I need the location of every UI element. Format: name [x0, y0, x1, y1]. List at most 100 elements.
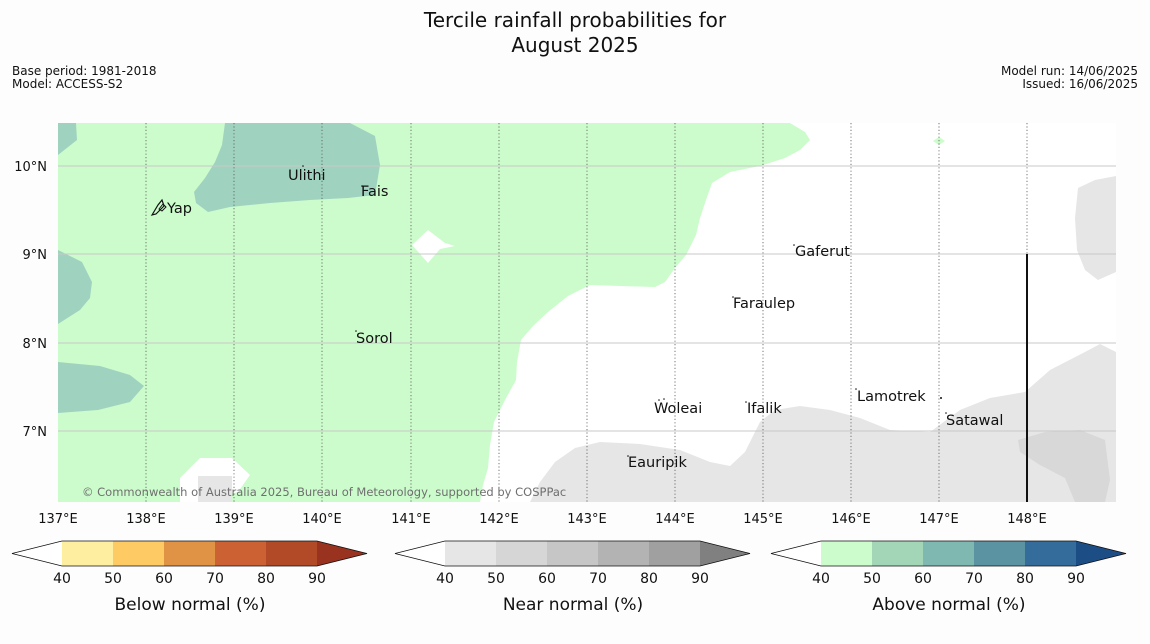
sorol-islet — [355, 330, 357, 332]
base-period-text: Base period: 1981-2018 — [12, 64, 157, 78]
lon-label-144e: 144°E — [655, 512, 695, 527]
legend-below-left-arrow — [12, 541, 62, 566]
legend-below-label: Below normal (%) — [115, 595, 266, 615]
lat-label-7n: 7°N — [23, 425, 48, 440]
legend-above-tick-70: 70 — [965, 571, 983, 587]
above-normal-50-60-region-corner — [58, 123, 77, 155]
legend-near-tick-80: 80 — [640, 571, 658, 587]
ifalik-islet — [745, 401, 747, 403]
legend-near-bin-80-90 — [649, 541, 700, 566]
place-label-yap: Yap — [166, 201, 192, 217]
legend-near-left-arrow — [395, 541, 445, 566]
model-text: Model: ACCESS-S2 — [12, 77, 124, 91]
legend-near-bin-60-70 — [547, 541, 598, 566]
lat-label-8n: 8°N — [23, 337, 48, 352]
above-normal-40-50-region — [58, 123, 810, 502]
legend-above-tick-50: 50 — [863, 571, 881, 587]
lon-label-140e: 140°E — [302, 512, 342, 527]
legend-above-label: Above normal (%) — [872, 595, 1025, 615]
legend-near-bin-50-60 — [496, 541, 547, 566]
lon-label-142e: 142°E — [479, 512, 519, 527]
legend-below-tick-90: 90 — [308, 571, 326, 587]
yap-islet — [158, 203, 167, 212]
legend-above-left-arrow — [771, 541, 821, 566]
legend-above-outline — [770, 540, 1127, 567]
legend-below-normal: 40 50 60 70 80 90 Below normal (%) — [11, 540, 368, 615]
lon-label-138e: 138°E — [126, 512, 166, 527]
near-normal-40-50-patch — [198, 476, 232, 502]
legend-above-tick-80: 80 — [1016, 571, 1034, 587]
legend-above-bin-70-80 — [974, 541, 1025, 566]
metadata-right: Model run: 14/06/2025 Issued: 16/06/2025 — [1001, 65, 1138, 91]
place-label-eauripik: Eauripik — [628, 455, 687, 471]
woleai-islet-b — [663, 398, 665, 400]
legend-near-tick-50: 50 — [487, 571, 505, 587]
legend-below-right-arrow — [317, 541, 367, 566]
legend-near-right-arrow — [700, 541, 750, 566]
yap-island-outline — [150, 198, 165, 216]
legend-below-bin-40-50 — [62, 541, 113, 566]
place-label-lamotrek: Lamotrek — [857, 389, 926, 405]
legend-below-bin-60-70 — [164, 541, 215, 566]
legend-near-label: Near normal (%) — [503, 595, 643, 615]
lon-label-143e: 143°E — [567, 512, 607, 527]
place-label-satawal: Satawal — [946, 413, 1003, 429]
map-area[interactable]: Ulithi Fais Yap Gaferut Faraulep Sorol L… — [58, 123, 1116, 502]
legend-near-bin-70-80 — [598, 541, 649, 566]
elato-islet — [940, 397, 942, 399]
legend-above-tick-40: 40 — [812, 571, 830, 587]
lon-label-145e: 145°E — [743, 512, 783, 527]
lon-label-139e: 139°E — [214, 512, 254, 527]
near-normal-50-60-region — [1018, 430, 1110, 502]
faraulep-islet — [732, 296, 734, 298]
lat-label-10n: 10°N — [14, 160, 47, 175]
legend-above-bin-40-50 — [821, 541, 872, 566]
legend-near-tick-40: 40 — [436, 571, 454, 587]
gaferut-islet — [793, 244, 795, 246]
woleai-islet-a — [658, 399, 660, 401]
legend-near-bin-40-50 — [445, 541, 496, 566]
near-normal-40-50-region-south — [530, 344, 1116, 502]
copyright-notice: © Commonwealth of Australia 2025, Bureau… — [82, 485, 566, 499]
legend-below-tick-40: 40 — [53, 571, 71, 587]
place-label-ulithi: Ulithi — [288, 168, 326, 184]
place-label-ifalik: Ifalik — [747, 401, 782, 417]
latitude-gridlines — [58, 165, 1116, 432]
lon-label-141e: 141°E — [391, 512, 431, 527]
place-label-sorol: Sorol — [356, 331, 393, 347]
place-label-fais: Fais — [361, 184, 388, 200]
legend-above-bin-60-70 — [923, 541, 974, 566]
legend-above-right-arrow — [1076, 541, 1126, 566]
title-line-1: Tercile rainfall probabilities for — [423, 8, 727, 32]
issued-text: Issued: 16/06/2025 — [1022, 77, 1138, 91]
legend-below-bin-80-90 — [266, 541, 317, 566]
legend-above-tick-90: 90 — [1067, 571, 1085, 587]
metadata-left: Base period: 1981-2018 Model: ACCESS-S2 — [12, 65, 157, 91]
place-label-faraulep: Faraulep — [733, 296, 795, 312]
legend-near-tick-70: 70 — [589, 571, 607, 587]
lamotrek-islet — [855, 388, 857, 390]
title-line-2: August 2025 — [511, 33, 639, 57]
lat-label-9n: 9°N — [23, 248, 48, 263]
place-label-woleai: Woleai — [654, 401, 702, 417]
above-normal-50-60-region-southwest — [58, 362, 144, 413]
legend-below-tick-60: 60 — [155, 571, 173, 587]
legend-above-bin-80-90 — [1025, 541, 1076, 566]
legend-above-normal: 40 50 60 70 80 90 Above normal (%) — [770, 540, 1127, 615]
lon-label-148e: 148°E — [1007, 512, 1047, 527]
lon-label-146e: 146°E — [831, 512, 871, 527]
ulithi-islet — [302, 165, 304, 167]
map-title: Tercile rainfall probabilities for Augus… — [0, 8, 1150, 58]
legend-near-outline — [394, 540, 751, 567]
model-run-text: Model run: 14/06/2025 — [1000, 64, 1138, 78]
legend-below-bin-50-60 — [113, 541, 164, 566]
legend-near-normal: 40 50 60 70 80 90 Near normal (%) — [394, 540, 751, 615]
eauripik-islet — [627, 455, 629, 457]
legend-below-bin-70-80 — [215, 541, 266, 566]
legend-below-outline — [11, 540, 368, 567]
legend-above-bin-50-60 — [872, 541, 923, 566]
legend-below-tick-70: 70 — [206, 571, 224, 587]
satawal-islet — [945, 412, 947, 414]
legend-below-tick-80: 80 — [257, 571, 275, 587]
